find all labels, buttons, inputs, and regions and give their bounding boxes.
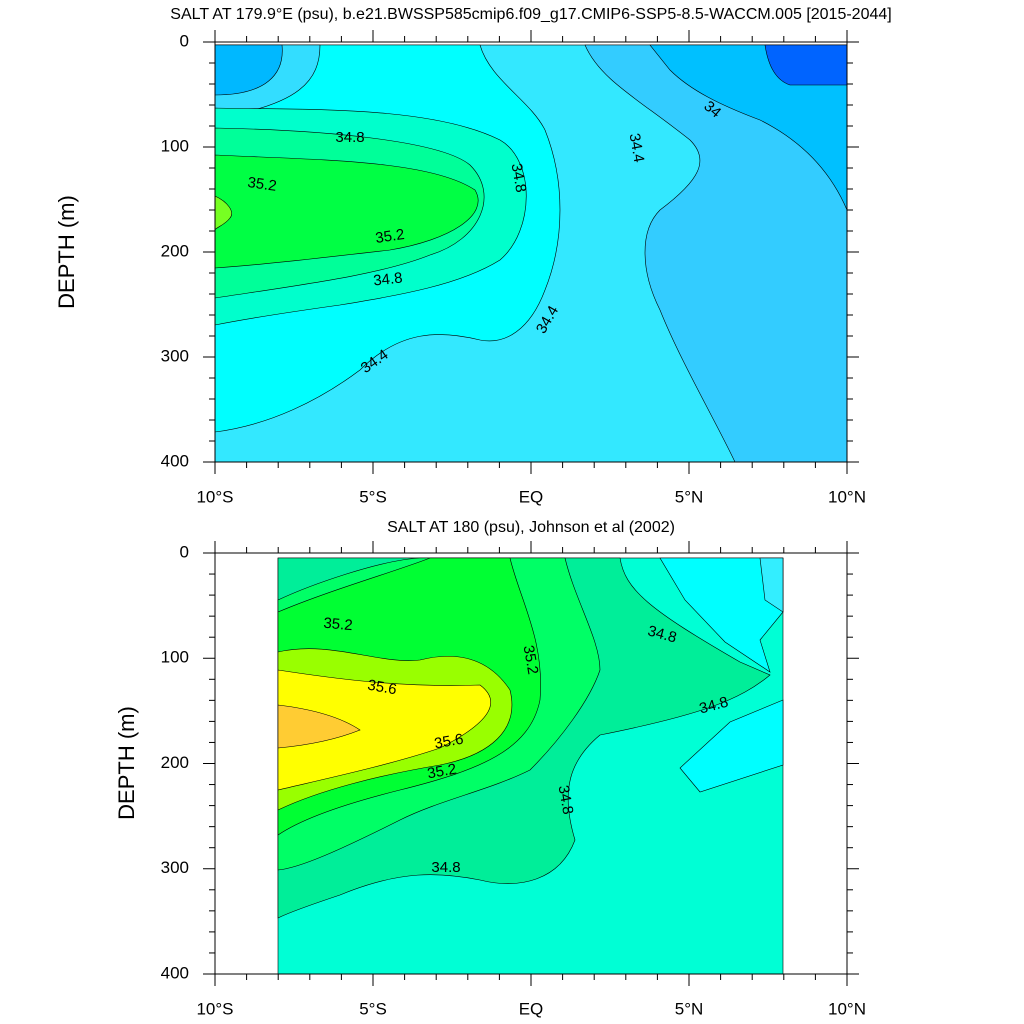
- contour-label: 35.6: [433, 731, 465, 753]
- contour-label: 35.2: [323, 615, 354, 634]
- y-tick-label: 400: [161, 451, 189, 470]
- y-axis-label: DEPTH (m): [54, 195, 79, 309]
- x-tick-label: 10°S: [196, 999, 233, 1018]
- y-tick-label: 0: [180, 31, 189, 50]
- contour-label: 35.2: [520, 644, 542, 676]
- x-tick-label: 10°N: [828, 999, 866, 1018]
- contour-label: 34.8: [646, 622, 679, 646]
- contour-label: 35.2: [374, 226, 405, 247]
- contour-label: 35.2: [246, 174, 277, 195]
- y-axis-label: DEPTH (m): [114, 706, 139, 820]
- contour-label: 34.8: [508, 162, 530, 194]
- x-tick-label: 5°N: [675, 999, 704, 1018]
- x-tick-label: EQ: [519, 999, 544, 1018]
- contour-label: 34.8: [431, 859, 460, 876]
- x-tick-label: 10°S: [196, 487, 233, 506]
- contour-label: 35.2: [426, 761, 458, 783]
- contour-fill-bottom: [277, 557, 784, 975]
- chart-title: SALT AT 180 (psu), Johnson et al (2002): [387, 519, 675, 536]
- chart-title: SALT AT 179.9°E (psu), b.e21.BWSSP585cmi…: [170, 6, 891, 23]
- contour-label: 34.8: [373, 269, 404, 289]
- contour-label: 34.8: [555, 784, 577, 816]
- y-tick-label: 400: [161, 963, 189, 982]
- y-tick-label: 200: [161, 753, 189, 772]
- contour-label: 35.6: [366, 677, 398, 699]
- y-tick-label: 300: [161, 858, 189, 877]
- contour-label: 34.8: [335, 129, 364, 146]
- y-tick-label: 300: [161, 346, 189, 365]
- x-tick-label: EQ: [519, 487, 544, 506]
- y-tick-label: 200: [161, 241, 189, 260]
- x-tick-label: 5°N: [675, 487, 704, 506]
- x-tick-label: 10°N: [828, 487, 866, 506]
- x-tick-label: 5°S: [359, 487, 387, 506]
- contour-fill-top: [214, 44, 848, 463]
- contour-label: 34.4: [626, 132, 648, 164]
- contour-label: 34.8: [698, 693, 731, 717]
- y-tick-label: 100: [161, 648, 189, 667]
- x-tick-label: 5°S: [359, 999, 387, 1018]
- y-tick-label: 100: [161, 136, 189, 155]
- y-tick-label: 0: [180, 542, 189, 561]
